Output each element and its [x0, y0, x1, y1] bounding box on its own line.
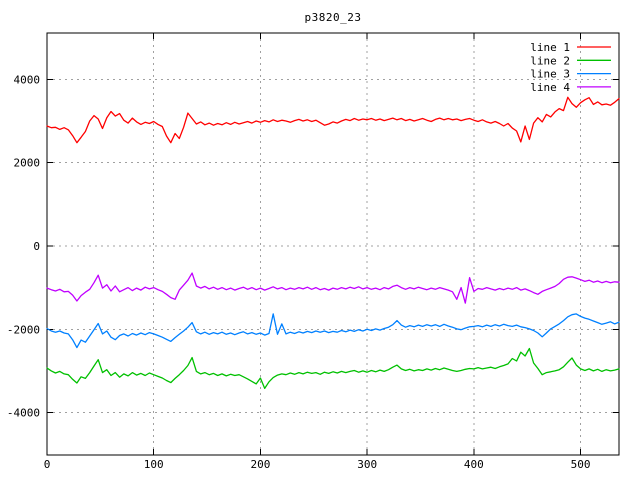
chart-title: p3820_23 [304, 11, 362, 24]
y-tick-label--2000: -2000 [7, 323, 40, 336]
x-tick-label-100: 100 [144, 458, 164, 471]
legend-label-line-1: line 1 [530, 41, 570, 54]
series-line-4 [46, 272, 620, 304]
series-line-2 [46, 347, 620, 390]
x-tick-label-200: 200 [250, 458, 270, 471]
y-tick-label-0: 0 [33, 240, 40, 253]
x-tick-label-500: 500 [571, 458, 591, 471]
legend-label-line-3: line 3 [530, 68, 570, 81]
series-layer [46, 96, 620, 390]
plot-border [46, 32, 620, 456]
x-tick-label-0: 0 [44, 458, 51, 471]
legend-label-line-2: line 2 [530, 54, 570, 67]
y-tick-label-2000: 2000 [14, 157, 41, 170]
legend-label-line-4: line 4 [530, 81, 570, 94]
x-tick-label-400: 400 [464, 458, 484, 471]
grid-layer [47, 33, 619, 455]
series-line-3 [46, 313, 620, 349]
x-tick-label-300: 300 [357, 458, 377, 471]
y-tick-label--4000: -4000 [7, 407, 40, 420]
series-line-1 [46, 96, 620, 144]
y-tick-label-4000: 4000 [14, 73, 41, 86]
axes-layer: 0 100 200 300 400 500 -4000 -2000 0 2000 4000 [7, 32, 620, 471]
